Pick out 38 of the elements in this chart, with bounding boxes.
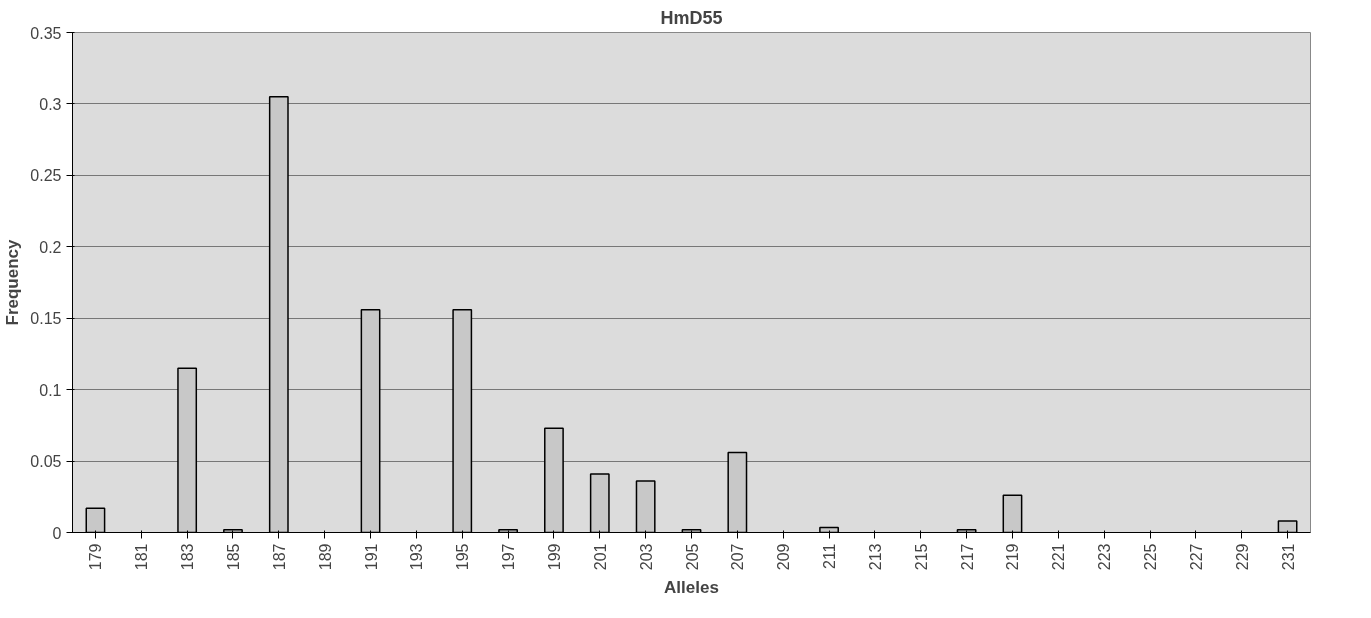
x-tick-label: 223 [1096,543,1114,571]
y-tick-label: 0.25 [30,167,62,185]
y-tick-label: 0.2 [39,238,62,256]
chart-title: HmD55 [660,7,723,28]
x-tick-label: 211 [821,543,839,570]
x-tick-label: 197 [500,543,518,571]
x-tick-label: 187 [270,543,288,571]
x-tick-label: 181 [133,543,151,571]
x-tick-label: 183 [179,543,197,571]
y-tick-label: 0.15 [30,310,62,328]
x-tick-label: 191 [362,543,380,571]
x-tick-label: 213 [866,543,884,571]
x-tick-label: 179 [87,543,105,571]
x-tick-label: 193 [408,543,426,571]
x-tick-label: 185 [224,543,242,571]
x-tick-label: 203 [637,543,655,571]
y-tick-label: 0.05 [30,453,62,471]
y-axis-title: Frequency [3,238,23,326]
x-tick-label: 227 [1187,543,1205,571]
x-tick-label: 205 [683,543,701,571]
x-tick-label: 231 [1279,543,1297,571]
x-tick-label: 219 [1004,543,1022,571]
y-tick-label: 0.35 [30,24,62,42]
x-tick-label: 217 [958,543,976,571]
x-tick-label: 189 [316,543,334,571]
x-tick-label: 199 [545,543,563,571]
x-tick-label: 225 [1142,543,1160,571]
x-tick-label: 229 [1233,543,1251,571]
x-tick-label: 201 [591,543,609,571]
y-tick-label: 0.3 [39,95,62,113]
x-tick-label: 215 [912,543,930,571]
x-tick-label: 221 [1050,543,1068,571]
x-tick-label: 209 [775,543,793,571]
x-tick-label: 207 [729,543,747,571]
y-tick-label: 0.1 [39,381,62,399]
x-axis-title: Alleles [664,578,719,598]
x-tick-label: 195 [454,543,472,571]
y-tick-label: 0 [52,524,62,542]
